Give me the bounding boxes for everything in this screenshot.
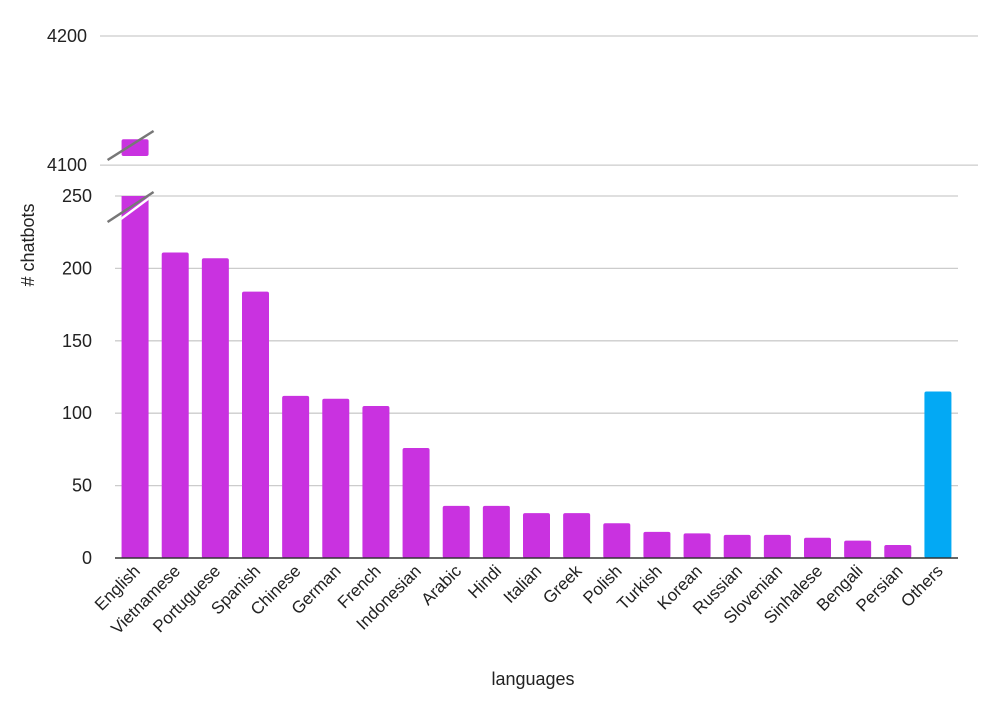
bar xyxy=(804,537,831,558)
y-tick-label: 0 xyxy=(82,548,92,568)
y-tick-label: 200 xyxy=(62,258,92,278)
bar xyxy=(121,196,149,558)
bar xyxy=(161,252,189,559)
bar-upper xyxy=(121,139,149,156)
bars xyxy=(121,139,952,559)
x-axis-title: languages xyxy=(491,669,574,689)
bar xyxy=(242,291,269,558)
bar xyxy=(683,533,711,558)
y-tick-label: 4100 xyxy=(47,155,87,175)
bar xyxy=(603,523,631,558)
x-category-label: Hindi xyxy=(464,561,505,602)
bar xyxy=(924,391,952,558)
axis-break-mark xyxy=(106,129,155,162)
bar xyxy=(322,398,350,558)
bar xyxy=(723,534,751,558)
y-tick-label: 100 xyxy=(62,403,92,423)
bar xyxy=(282,395,310,558)
bar xyxy=(763,534,791,558)
y-tick-label: 4200 xyxy=(47,26,87,46)
axis-break-marks xyxy=(106,129,155,224)
y-tick-label: 250 xyxy=(62,186,92,206)
gridlines xyxy=(100,35,978,487)
x-category-label: Others xyxy=(897,561,947,611)
y-axis-title: # chatbots xyxy=(18,203,38,286)
bar xyxy=(643,531,671,558)
y-tick-label: 50 xyxy=(72,476,92,496)
axis-break-mark xyxy=(106,190,155,224)
bar xyxy=(442,505,470,558)
x-category-label: Greek xyxy=(539,561,586,608)
break-gap xyxy=(121,197,149,220)
bar xyxy=(563,513,591,558)
bar xyxy=(362,405,390,558)
x-category-label: Turkish xyxy=(613,561,665,613)
bar xyxy=(844,540,872,558)
bar xyxy=(402,447,430,558)
x-category-label: Italian xyxy=(500,561,546,607)
y-tick-label: 150 xyxy=(62,331,92,351)
bar xyxy=(201,258,229,558)
bar xyxy=(523,513,550,558)
x-category-labels: EnglishVietnamesePortugueseSpanishChines… xyxy=(91,561,947,638)
x-category-label: Arabic xyxy=(418,561,466,609)
bar xyxy=(482,505,510,558)
y-tick-labels: 0 50 100 150 200 250 4100 4200 xyxy=(47,26,92,568)
bar xyxy=(884,544,912,558)
